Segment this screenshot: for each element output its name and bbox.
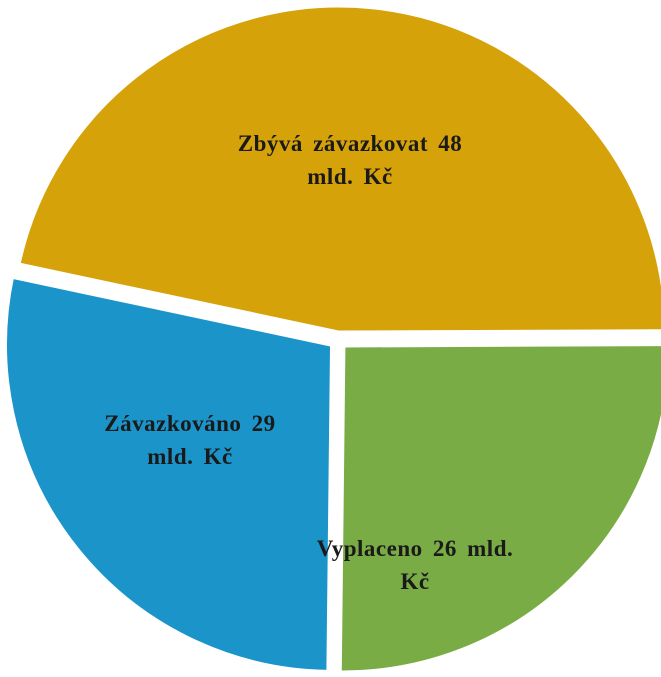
- slice-label-box: Zbývá závazkovat 48 mld. Kč: [237, 130, 463, 189]
- pie-slice: [2, 273, 336, 675]
- pie-slice: [336, 341, 661, 676]
- slice-label-box: Vyplaceno 26 mld. Kč: [316, 535, 514, 594]
- slice-label: Závazkováno 29 mld. Kč: [104, 410, 276, 469]
- slice-label: Zbývá závazkovat 48 mld. Kč: [237, 130, 463, 189]
- pie-slice: [14, 2, 661, 336]
- slice-label-box: Závazkováno 29 mld. Kč: [104, 410, 276, 469]
- slice-label: Vyplaceno 26 mld. Kč: [316, 535, 514, 594]
